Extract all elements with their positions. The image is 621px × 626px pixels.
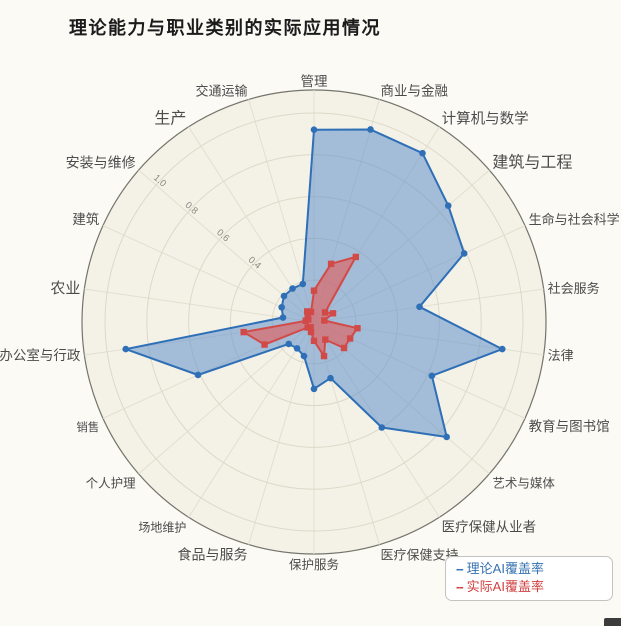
- legend-dash-sample-theoretical: --: [456, 561, 464, 576]
- radial-gridline: [104, 112, 524, 532]
- category-label: 安装与维修: [66, 154, 136, 170]
- category-label: 交通运输: [195, 84, 247, 99]
- data-point-square: [346, 335, 354, 342]
- data-point-square: [320, 352, 328, 360]
- category-label: 生命与社会科学: [529, 212, 620, 227]
- category-label: 社会服务: [548, 281, 600, 296]
- category-label: 办公室与行政: [0, 347, 81, 363]
- watermark-fragment: [604, 618, 621, 626]
- data-point-circle: [444, 202, 452, 209]
- data-point-circle: [300, 352, 308, 360]
- data-point-circle: [299, 280, 307, 288]
- legend-label-theoretical: 理论AI覆盖率: [466, 561, 544, 576]
- data-point-square: [354, 325, 361, 332]
- data-point-circle: [285, 340, 293, 348]
- data-point-square: [352, 253, 360, 261]
- data-point-circle: [278, 303, 285, 311]
- data-point-circle: [289, 285, 296, 292]
- data-point-square: [329, 310, 337, 317]
- category-label: 场地维护: [138, 521, 186, 535]
- category-label: 艺术与媒体: [492, 477, 555, 491]
- data-point-circle: [498, 345, 506, 353]
- data-point-square: [240, 328, 247, 336]
- category-label: 建筑: [72, 212, 99, 227]
- data-point-square: [327, 260, 335, 268]
- data-point-square: [307, 308, 315, 316]
- data-point-circle: [460, 250, 468, 257]
- data-point-circle: [367, 126, 374, 133]
- data-point-circle: [327, 374, 334, 382]
- category-label: 销售: [76, 420, 99, 434]
- category-label: 个人护理: [86, 477, 137, 491]
- data-point-square: [321, 317, 328, 324]
- category-label: 食品与服务: [178, 546, 248, 562]
- data-point-square: [304, 324, 311, 331]
- page-title: 理论能力与职业类别的实际应用情况: [69, 18, 381, 38]
- category-label: 医疗保健从业者: [442, 520, 537, 535]
- data-point-square: [322, 336, 329, 343]
- category-label: 商业与金融: [380, 84, 448, 99]
- angular-gridline: [138, 321, 315, 475]
- data-point-circle: [428, 372, 436, 380]
- data-point-square: [310, 337, 318, 345]
- data-point-square: [304, 313, 311, 320]
- category-label: 医疗保健支持: [380, 547, 458, 562]
- data-point-circle: [378, 424, 386, 431]
- legend-item-actual[interactable]: -- 实际AI覆盖率: [456, 578, 612, 596]
- category-label: 生产: [154, 109, 186, 127]
- legend-label-actual: 实际AI覆盖率: [466, 579, 544, 595]
- data-point-circle: [280, 292, 288, 300]
- data-point-circle: [194, 371, 202, 379]
- category-label: 保护服务: [289, 557, 339, 572]
- data-point-circle: [279, 314, 287, 321]
- category-label: 管理: [301, 74, 328, 89]
- data-point-square: [307, 328, 315, 336]
- data-point-circle: [416, 303, 423, 311]
- data-point-square: [304, 308, 311, 315]
- data-point-square: [340, 344, 348, 352]
- category-label: 法律: [548, 348, 574, 363]
- data-point-circle: [443, 433, 450, 441]
- angular-gridline: [188, 321, 315, 518]
- data-point-circle: [122, 345, 130, 353]
- legend-item-theoretical[interactable]: -- 理论AI覆盖率: [456, 560, 612, 578]
- angular-gridline: [84, 288, 315, 323]
- category-label: 计算机与数学: [442, 110, 529, 127]
- data-point-circle: [310, 385, 318, 393]
- data-point-square: [310, 287, 318, 294]
- category-label: 建筑与工程: [492, 153, 572, 171]
- data-point-circle: [310, 126, 318, 134]
- category-label: 教育与图书馆: [529, 419, 610, 434]
- category-label: 农业: [50, 280, 80, 297]
- legend-dash-sample-actual: --: [456, 579, 464, 595]
- legend: -- 理论AI覆盖率 -- 实际AI覆盖率: [445, 556, 613, 602]
- data-point-circle: [293, 345, 301, 352]
- data-point-circle: [419, 149, 426, 157]
- data-point-square: [321, 309, 329, 316]
- data-point-square: [261, 341, 268, 348]
